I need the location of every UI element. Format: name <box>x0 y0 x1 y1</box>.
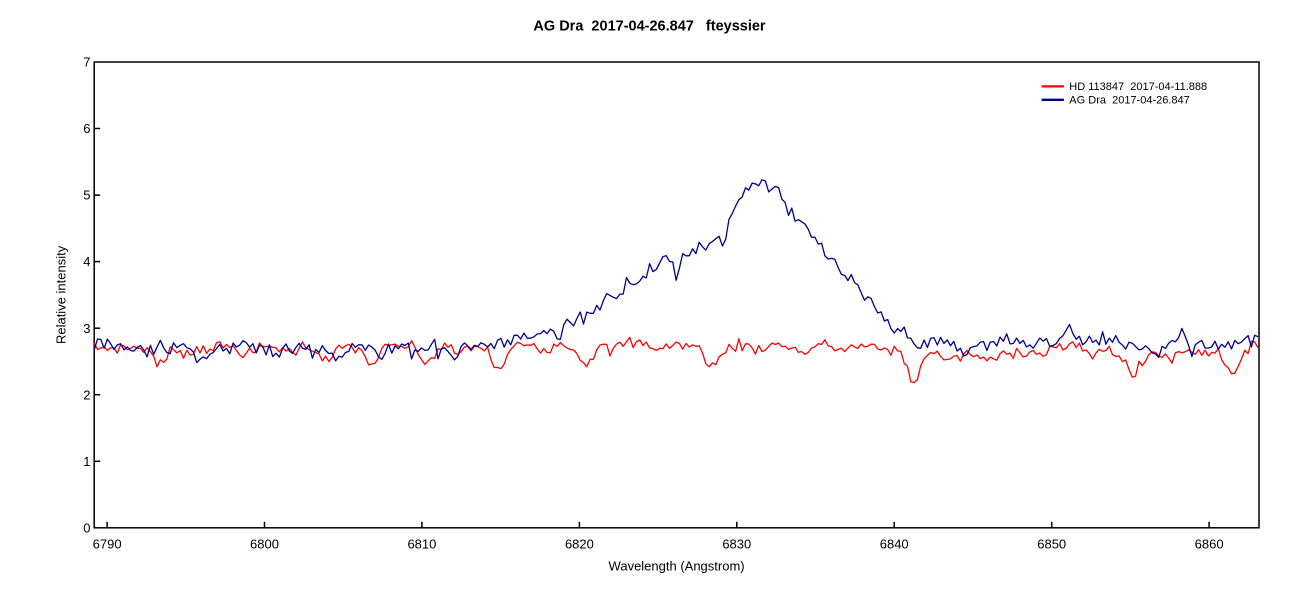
svg-text:Wavelength (Angstrom): Wavelength (Angstrom) <box>609 559 745 574</box>
svg-text:6800: 6800 <box>250 536 279 551</box>
svg-text:3: 3 <box>83 321 90 336</box>
svg-text:6810: 6810 <box>407 536 436 551</box>
svg-text:6790: 6790 <box>93 536 122 551</box>
svg-text:AG Dra 2017-04-26.847 fteys: AG Dra 2017-04-26.847 fteyssier <box>533 19 765 35</box>
svg-text:4: 4 <box>83 254 90 269</box>
svg-text:HD 113847 2017-04-11.888: HD 113847 2017-04-11.888 <box>1069 81 1207 93</box>
svg-text:Relative intensity: Relative intensity <box>53 245 68 344</box>
svg-text:6: 6 <box>83 121 90 136</box>
svg-text:6850: 6850 <box>1037 536 1066 551</box>
svg-text:7: 7 <box>83 55 90 70</box>
svg-text:6840: 6840 <box>880 536 909 551</box>
svg-text:0: 0 <box>83 520 90 535</box>
svg-text:6860: 6860 <box>1195 536 1224 551</box>
svg-text:6820: 6820 <box>565 536 594 551</box>
svg-text:2: 2 <box>83 387 90 402</box>
svg-text:6830: 6830 <box>722 536 751 551</box>
svg-text:5: 5 <box>83 188 90 203</box>
svg-text:1: 1 <box>83 454 90 469</box>
svg-text:AG Dra 2017-04-26.847: AG Dra 2017-04-26.847 <box>1069 94 1189 106</box>
